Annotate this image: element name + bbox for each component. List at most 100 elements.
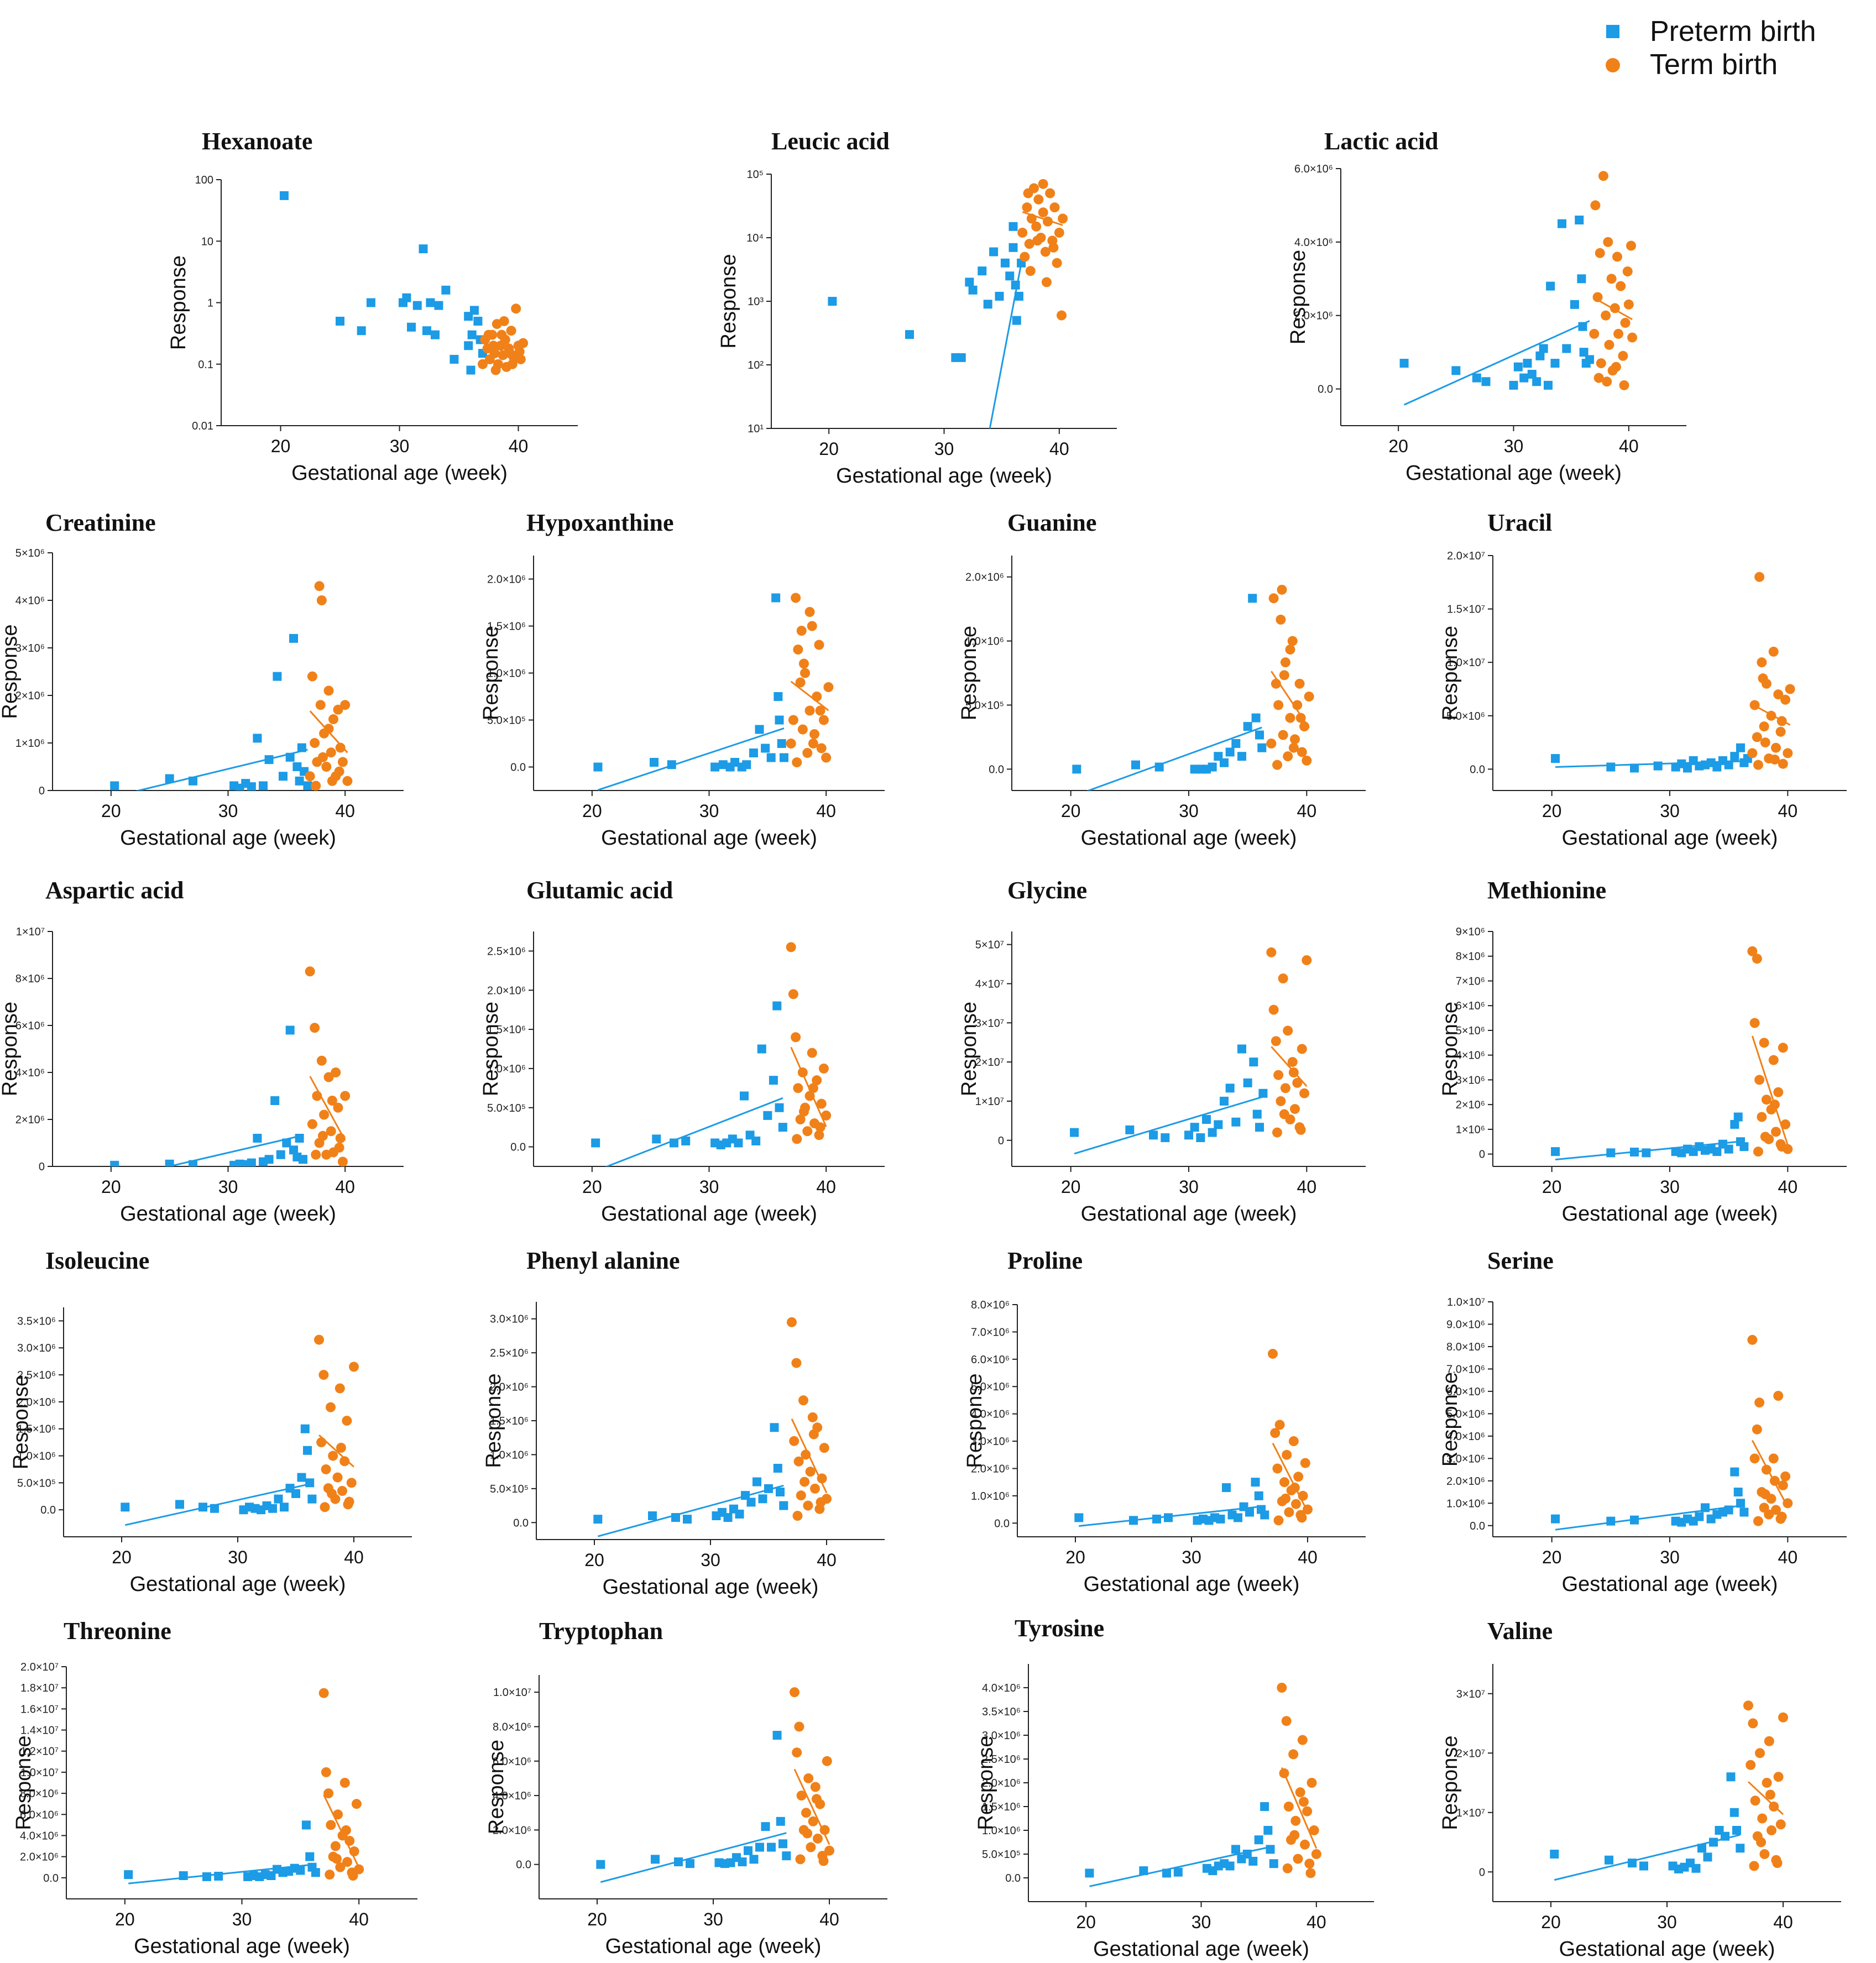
data-point-preterm: [1695, 1512, 1704, 1521]
data-point-term: [808, 1429, 819, 1439]
x-tick-label: 30: [1192, 1912, 1211, 1932]
data-point-term: [1299, 1088, 1310, 1098]
data-point-preterm: [434, 301, 443, 310]
x-tick-label: 40: [509, 436, 529, 456]
data-point-term: [1048, 242, 1059, 253]
data-point-term: [802, 1828, 813, 1839]
data-point-term: [1748, 1718, 1758, 1729]
plot-area: [1070, 947, 1312, 1155]
data-point-term: [1266, 739, 1277, 748]
fit-line-preterm: [1554, 1834, 1741, 1881]
y-axis-label: Response: [1439, 626, 1462, 720]
data-point-preterm: [968, 285, 978, 295]
data-point-term: [792, 757, 802, 767]
data-point-term: [1024, 239, 1034, 249]
data-point-preterm: [247, 1158, 256, 1166]
data-point-preterm: [744, 1846, 753, 1855]
data-point-term: [1749, 1018, 1760, 1028]
data-point-term: [1768, 1453, 1779, 1464]
y-tick-label: 4.0×10⁶: [982, 1682, 1021, 1694]
data-point-preterm: [412, 301, 422, 310]
data-point-term: [321, 762, 332, 772]
data-point-term: [791, 1032, 801, 1043]
data-point-term: [1023, 188, 1033, 198]
x-tick-label: 40: [816, 1177, 836, 1197]
data-point-term: [1752, 1424, 1762, 1435]
y-tick-label: 0: [998, 1135, 1004, 1147]
x-tick-label: 40: [1297, 801, 1317, 821]
data-point-term: [1297, 747, 1307, 757]
data-point-preterm: [755, 725, 764, 734]
x-tick-label: 20: [1542, 1547, 1562, 1567]
data-point-term: [812, 1075, 822, 1086]
data-point-term: [1753, 760, 1763, 770]
data-point-preterm: [773, 1464, 782, 1473]
data-point-term: [1292, 1077, 1303, 1088]
y-tick-label: 6.0×10⁶: [1294, 163, 1333, 175]
data-point-preterm: [1260, 1802, 1269, 1811]
y-axis-label: Response: [1439, 1735, 1462, 1830]
data-point-preterm: [681, 1136, 691, 1145]
data-point-term: [1771, 742, 1781, 753]
data-point-term: [1747, 748, 1758, 758]
data-point-term: [1273, 700, 1284, 710]
data-point-preterm: [1220, 758, 1229, 767]
data-point-term: [1268, 1348, 1278, 1359]
data-point-term: [318, 1688, 329, 1698]
data-point-term: [823, 682, 834, 692]
data-point-term: [1775, 726, 1786, 737]
y-tick-label: 2.0×10⁶: [1446, 1475, 1485, 1488]
y-tick-label: 0.0: [510, 762, 526, 774]
data-point-term: [320, 1502, 330, 1512]
fit-line-term: [1752, 1439, 1789, 1507]
y-tick-label: 0.01: [192, 420, 213, 432]
data-point-preterm: [723, 1513, 733, 1522]
data-point-term: [323, 1072, 334, 1082]
data-point-term: [1785, 684, 1795, 694]
data-point-preterm: [989, 247, 999, 257]
y-tick-label: 2.5×10⁶: [487, 945, 526, 957]
fit-line-preterm: [597, 727, 785, 791]
data-point-term: [328, 714, 338, 724]
data-point-preterm: [1216, 1514, 1225, 1524]
y-tick-label: 1×10⁶: [15, 737, 45, 750]
data-point-preterm: [758, 1494, 767, 1504]
data-point-term: [335, 742, 346, 753]
data-point-term: [317, 1130, 328, 1141]
fit-line-term: [1022, 211, 1063, 226]
chart-title: Threonine: [64, 1617, 171, 1645]
chart-title: Leucic acid: [771, 128, 890, 155]
x-tick-label: 30: [934, 439, 954, 459]
y-tick-label: 4.0×10⁶: [20, 1830, 59, 1842]
y-tick-label: 4×10⁶: [1456, 1050, 1485, 1062]
data-point-term: [499, 316, 509, 326]
data-point-term: [796, 1490, 806, 1501]
data-point-preterm: [1730, 752, 1739, 761]
y-tick-label: 2×10⁷: [975, 1056, 1004, 1069]
data-point-preterm: [1214, 1120, 1223, 1129]
data-point-term: [341, 1825, 351, 1835]
data-point-preterm: [1231, 1845, 1240, 1854]
data-point-preterm: [1125, 1125, 1135, 1134]
data-point-term: [1297, 1044, 1307, 1054]
data-point-preterm: [419, 244, 428, 254]
data-point-preterm: [300, 1424, 310, 1433]
data-point-preterm: [772, 1001, 782, 1011]
plot-area: [1072, 584, 1314, 791]
y-axis-label: Response: [1439, 1002, 1462, 1096]
fit-line-preterm: [1555, 1140, 1744, 1161]
data-point-preterm: [1739, 1142, 1749, 1151]
y-tick-label: 2.0×10⁶: [17, 1396, 56, 1409]
data-point-term: [1754, 1075, 1765, 1085]
data-point-term: [336, 1442, 346, 1453]
data-point-preterm: [1149, 1130, 1158, 1140]
fit-line-preterm: [1074, 1096, 1263, 1155]
data-point-preterm: [1225, 1861, 1235, 1871]
data-point-term: [1293, 1472, 1304, 1482]
data-point-term: [1293, 1854, 1303, 1864]
data-point-preterm: [278, 772, 288, 781]
data-point-preterm: [772, 1731, 782, 1740]
y-axis-label: Response: [12, 1735, 35, 1830]
data-point-term: [348, 1871, 358, 1881]
y-tick-label: 2.5×10⁶: [982, 1753, 1021, 1766]
